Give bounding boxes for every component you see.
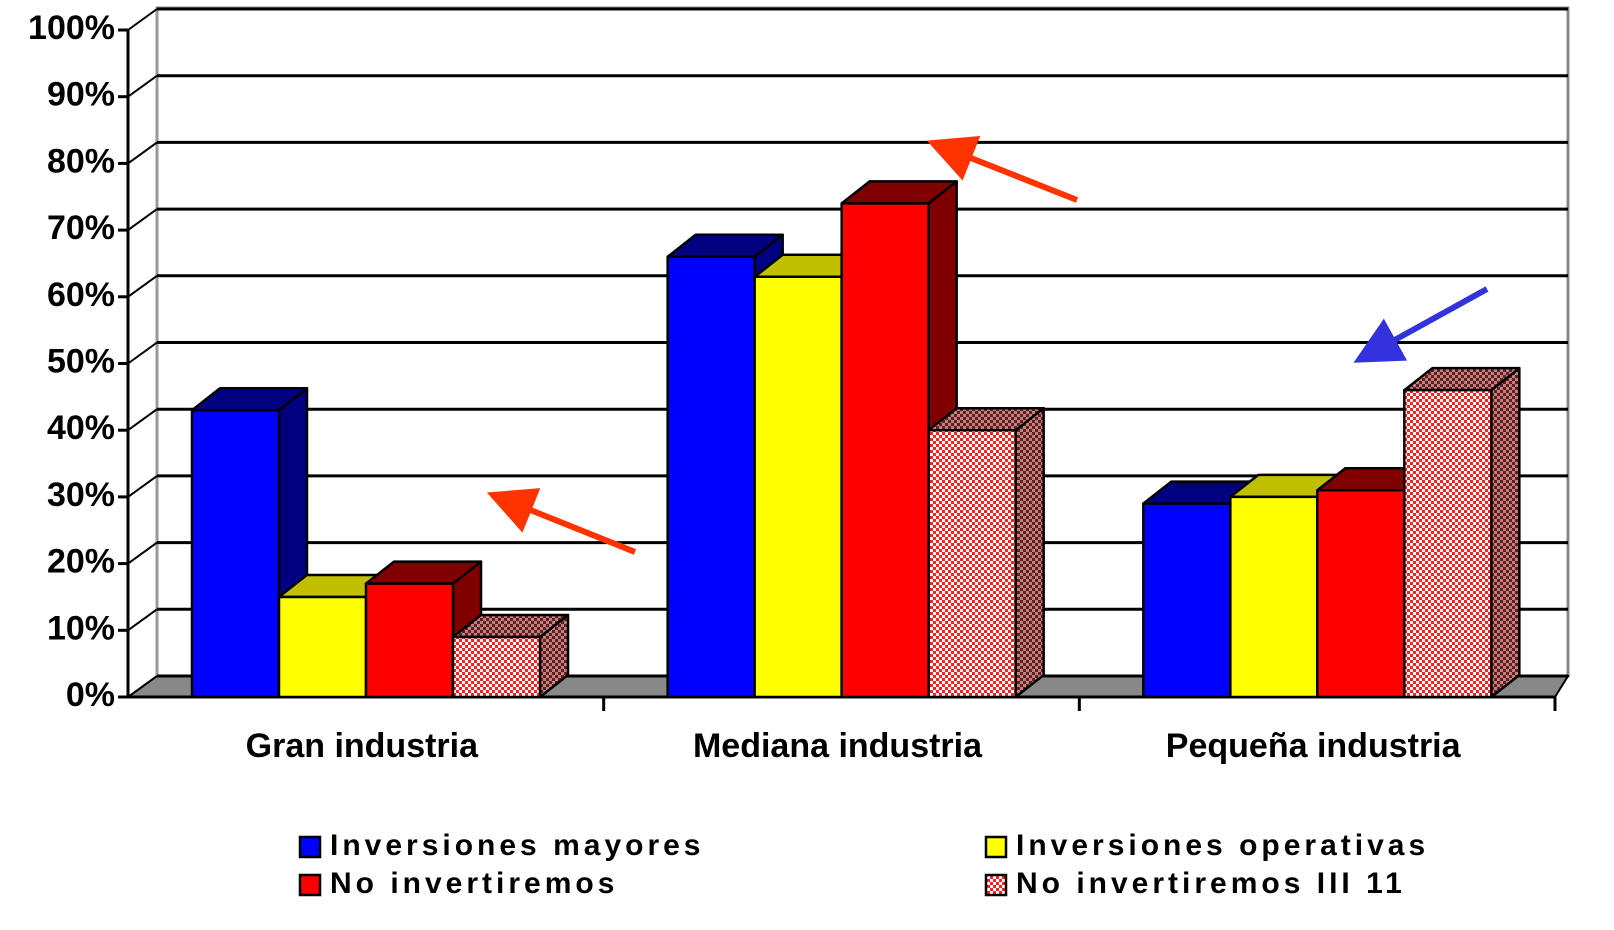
legend-swatch — [984, 873, 1008, 897]
y-tick-label: 70% — [47, 209, 115, 247]
wall-tick-line — [127, 541, 158, 565]
arrow — [1353, 286, 1489, 363]
legend-swatch — [984, 835, 1008, 859]
annotation-arrows — [486, 135, 1489, 555]
arrow — [926, 135, 1079, 203]
legend-label: Inversiones mayores — [330, 829, 705, 862]
y-tick-label: 90% — [47, 76, 115, 114]
y-tick-label: 60% — [47, 276, 115, 314]
wall-tick-line — [127, 341, 158, 365]
y-tick-label: 100% — [28, 9, 115, 47]
wall-tick-line — [127, 74, 158, 98]
bar — [451, 635, 542, 699]
y-tick-label: 10% — [47, 609, 115, 647]
bar — [666, 255, 756, 699]
y-tick-label: 40% — [47, 409, 115, 447]
wall-tick-line — [127, 8, 158, 31]
wall-tick-line — [127, 274, 158, 298]
wall-tick-line — [127, 408, 158, 432]
legend-swatch — [298, 835, 322, 859]
bar — [840, 202, 930, 699]
bar — [1403, 388, 1493, 699]
legend-label: No invertiremos — [330, 867, 618, 900]
y-tick-label: 50% — [47, 342, 115, 380]
y-tick-label: 0% — [66, 676, 115, 714]
bar — [927, 428, 1017, 699]
bar — [190, 408, 281, 699]
wall-tick-line — [127, 675, 158, 698]
bar — [753, 275, 843, 699]
x-tick-label: Gran industria — [246, 727, 479, 765]
bar — [1229, 495, 1319, 699]
legend-swatch — [298, 873, 322, 897]
bar — [364, 582, 455, 699]
legend-label: Inversiones operativas — [1016, 829, 1429, 862]
y-tick-label: 30% — [47, 476, 115, 514]
bar — [1316, 488, 1406, 699]
wall-tick-line — [127, 141, 158, 165]
wall-tick-line — [127, 208, 158, 231]
x-tick-label: Mediana industria — [693, 727, 983, 765]
x-tick-label: Pequeña industria — [1166, 727, 1462, 765]
arrow — [486, 488, 637, 555]
legend-label: No invertiremos III 11 — [1016, 867, 1406, 900]
y-tick-label: 80% — [47, 142, 115, 180]
bar — [1142, 502, 1232, 699]
bar — [277, 595, 368, 699]
bar-side — [1490, 366, 1521, 699]
wall-tick-line — [127, 475, 158, 498]
y-tick-label: 20% — [47, 543, 115, 581]
wall-tick-line — [127, 608, 158, 632]
bar-side — [1014, 406, 1045, 699]
